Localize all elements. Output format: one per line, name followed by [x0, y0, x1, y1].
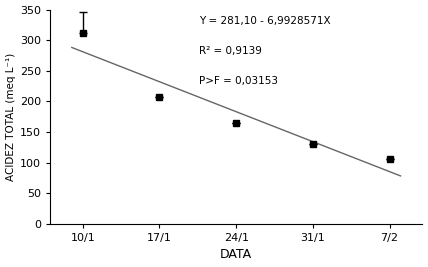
- Y-axis label: ACIDEZ TOTAL (meq L⁻¹): ACIDEZ TOTAL (meq L⁻¹): [6, 53, 15, 181]
- Text: P>F = 0,03153: P>F = 0,03153: [199, 76, 278, 86]
- Text: Y = 281,10 - 6,9928571X: Y = 281,10 - 6,9928571X: [199, 16, 330, 26]
- Text: R² = 0,9139: R² = 0,9139: [199, 46, 262, 56]
- X-axis label: DATA: DATA: [220, 249, 252, 261]
